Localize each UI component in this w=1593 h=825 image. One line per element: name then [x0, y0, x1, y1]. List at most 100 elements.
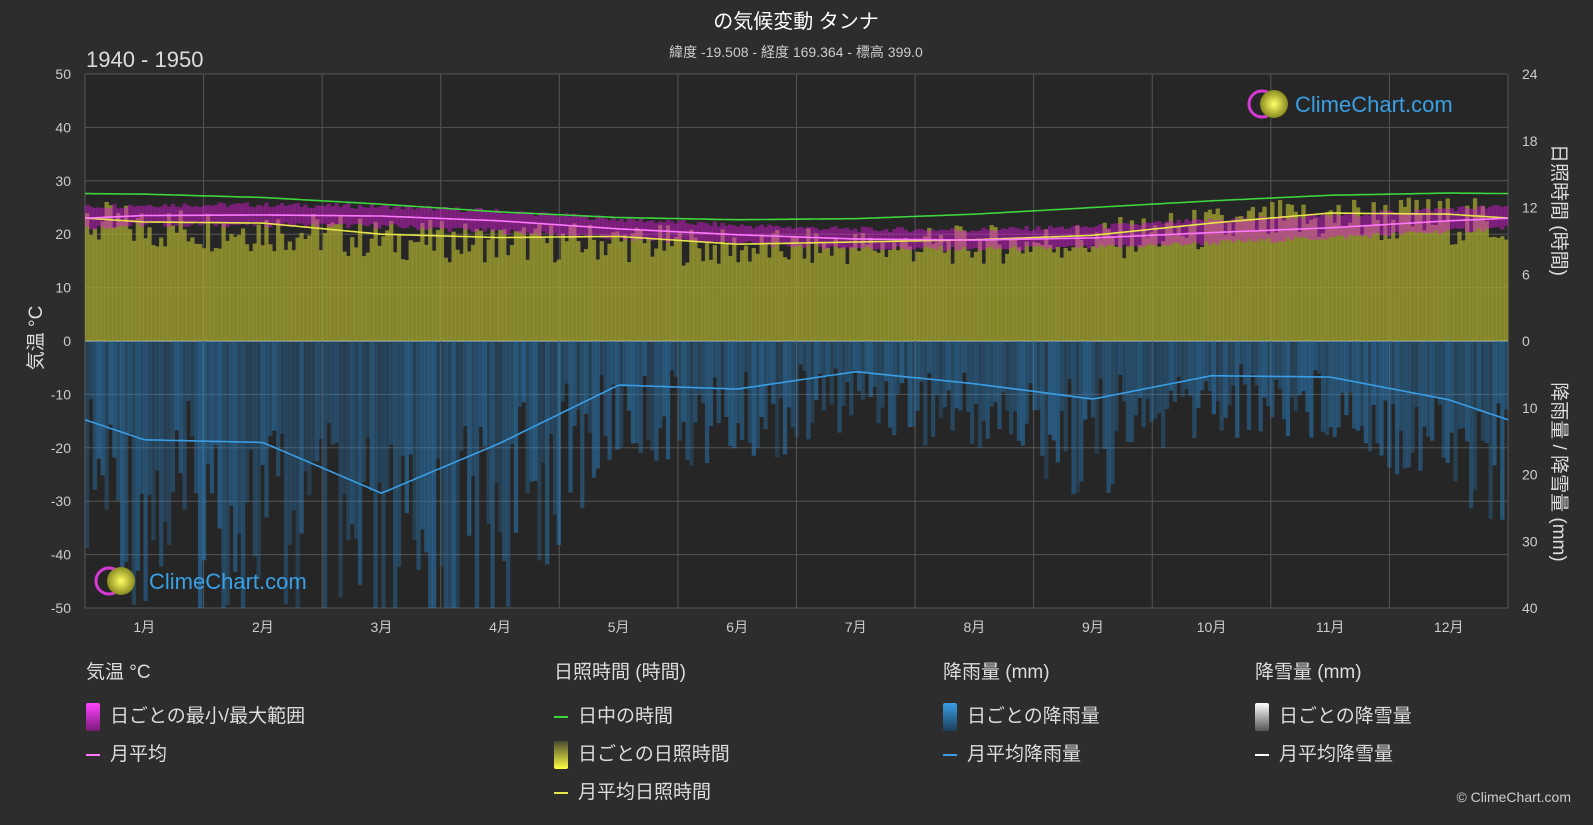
rain-bar: [1122, 341, 1127, 402]
temp-range-bar: [205, 204, 211, 224]
sunshine-bar: [1047, 245, 1053, 341]
temp-range-bar: [938, 229, 944, 247]
sunshine-bar: [96, 239, 101, 341]
rain-bar: [1324, 341, 1330, 436]
rain-bar: [404, 341, 409, 514]
sunshine-bar: [786, 259, 792, 341]
sunshine-bar: [817, 253, 823, 341]
rain-bar: [1028, 341, 1033, 384]
rain-bar: [1012, 341, 1018, 412]
legend-daylight: 日中の時間: [554, 698, 730, 736]
rain-bar: [650, 341, 655, 451]
sunshine-bar: [1289, 204, 1294, 341]
sunshine-bar: [845, 263, 850, 341]
rain-bar: [346, 341, 351, 541]
temp-range-bar: [342, 204, 347, 224]
temp-range-bar: [1297, 216, 1302, 239]
rain-bar: [439, 341, 445, 567]
temp-range-bar: [1067, 228, 1072, 247]
temp-range-bar: [1227, 221, 1232, 240]
temp-range-bar: [459, 212, 464, 229]
sunshine-bar: [315, 219, 320, 341]
sunshine-bar: [969, 257, 975, 341]
rain-bar: [919, 341, 924, 382]
temp-range-bar: [1492, 205, 1497, 228]
temp-range-bar: [700, 222, 706, 242]
rain-bar: [1246, 341, 1252, 431]
rain-bar: [1394, 341, 1400, 475]
rain-bar: [580, 341, 585, 509]
legend-sunshine: 日照時間 (時間) 日中の時間 日ごとの日照時間 月平均日照時間: [554, 660, 730, 812]
rain-mean-swatch: [943, 754, 957, 756]
temp-range-bar: [580, 215, 585, 235]
temp-range-bar: [556, 216, 562, 237]
sunshine-bar: [560, 233, 565, 341]
rain-bar: [1457, 341, 1462, 429]
rain-bar: [829, 341, 834, 405]
temp-range-bar: [494, 208, 499, 231]
sunshine-bar: [1059, 257, 1064, 341]
rain-bar: [1184, 341, 1189, 390]
temp-range-bar: [357, 204, 363, 224]
sunshine-bar: [1219, 214, 1224, 341]
month-tick-label: 10月: [1197, 619, 1227, 635]
temp-range-bar: [950, 228, 955, 247]
rain-bar: [283, 341, 289, 605]
rain-bar: [1309, 341, 1314, 438]
sunshine-bar: [354, 247, 359, 341]
sunshine-bar: [1106, 229, 1111, 341]
temp-range-bar: [447, 208, 452, 232]
sunshine-bar: [884, 256, 889, 341]
sunshine-bar: [1387, 238, 1392, 341]
rain-bar: [248, 341, 254, 450]
temp-range-bar: [1383, 211, 1388, 236]
rain-bar: [962, 341, 967, 373]
rain-bar: [1418, 341, 1423, 471]
temp-range-bar: [923, 230, 928, 247]
sun-mean-swatch: [554, 792, 568, 794]
sunshine-bar: [127, 229, 133, 341]
temp-range-bar: [1266, 219, 1271, 238]
rain-bar: [100, 341, 105, 476]
sunshine-bar: [646, 237, 651, 341]
sunshine-bar: [642, 243, 647, 341]
sunshine-bar: [923, 235, 928, 341]
month-tick-label: 9月: [1082, 619, 1104, 635]
temp-range-bar: [1090, 227, 1096, 246]
sunshine-bar: [431, 250, 437, 341]
sunshine-bar: [428, 219, 433, 341]
sunshine-bar: [123, 205, 129, 341]
temp-range-bar: [1118, 223, 1123, 248]
rain-bar: [537, 341, 542, 561]
temp-range-bar: [1406, 212, 1411, 232]
sunshine-bar: [1348, 222, 1353, 341]
left-tick-label: 20: [55, 226, 71, 242]
sunshine-bar: [303, 239, 308, 341]
rain-bar: [619, 341, 624, 448]
sunshine-bar: [194, 243, 199, 341]
rain-bar: [451, 341, 456, 608]
temp-range-bar: [829, 227, 834, 247]
legend-snow-daily: 日ごとの降雪量: [1255, 698, 1412, 736]
left-tick-label: 0: [63, 333, 71, 349]
rain-bar: [365, 341, 370, 438]
temp-range-bar: [1219, 219, 1224, 241]
sunshine-bar: [771, 233, 776, 341]
sunshine-bar: [1476, 214, 1482, 341]
sunshine-bar: [1001, 263, 1006, 341]
rain-bar: [634, 341, 640, 444]
rain-bar: [260, 341, 265, 466]
rain-bar: [1219, 341, 1224, 431]
rain-bar: [318, 341, 324, 439]
temp-range-bar: [1184, 219, 1189, 245]
rain-bar: [677, 341, 682, 441]
sunshine-bar: [455, 249, 460, 341]
sunshine-bar: [525, 259, 530, 341]
month-tick-label: 11月: [1316, 619, 1345, 635]
sunshine-bar: [420, 222, 425, 341]
sunshine-bar: [619, 241, 624, 341]
rain-bar: [1164, 341, 1170, 410]
rain-bar: [693, 341, 698, 423]
sunshine-bar: [1079, 239, 1084, 341]
rain-bar: [560, 341, 565, 402]
